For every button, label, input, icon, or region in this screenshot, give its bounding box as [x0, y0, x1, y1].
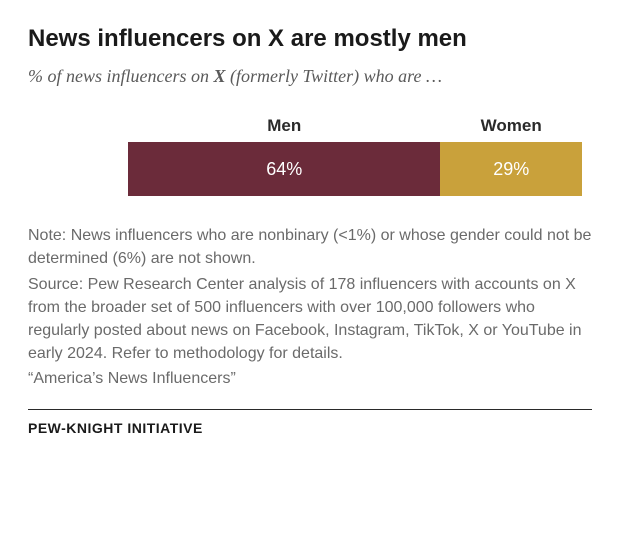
- bar-segment-women: 29%: [440, 142, 582, 196]
- bar-value-women: 29%: [493, 159, 529, 180]
- footnote-note: Note: News influencers who are nonbinary…: [28, 224, 592, 270]
- category-label-men: Men: [128, 116, 440, 136]
- chart-title: News influencers on X are mostly men: [28, 24, 592, 54]
- bar-track: 64% 29%: [128, 142, 582, 196]
- stacked-bar-chart: Men Women 64% 29%: [128, 116, 582, 196]
- category-label-women: Women: [440, 116, 582, 136]
- bar-value-men: 64%: [266, 159, 302, 180]
- subtitle-bold-x: X: [213, 66, 225, 86]
- footnote-report: “America’s News Influencers”: [28, 367, 592, 390]
- subtitle-prefix: % of news influencers on: [28, 66, 213, 86]
- bar-segment-men: 64%: [128, 142, 440, 196]
- footer-attribution: PEW-KNIGHT INITIATIVE: [28, 420, 592, 436]
- chart-category-labels: Men Women: [128, 116, 582, 136]
- chart-subtitle: % of news influencers on X (formerly Twi…: [28, 64, 592, 88]
- footer-divider: [28, 409, 592, 410]
- subtitle-suffix: (formerly Twitter) who are …: [226, 66, 443, 86]
- footnote-source: Source: Pew Research Center analysis of …: [28, 273, 592, 366]
